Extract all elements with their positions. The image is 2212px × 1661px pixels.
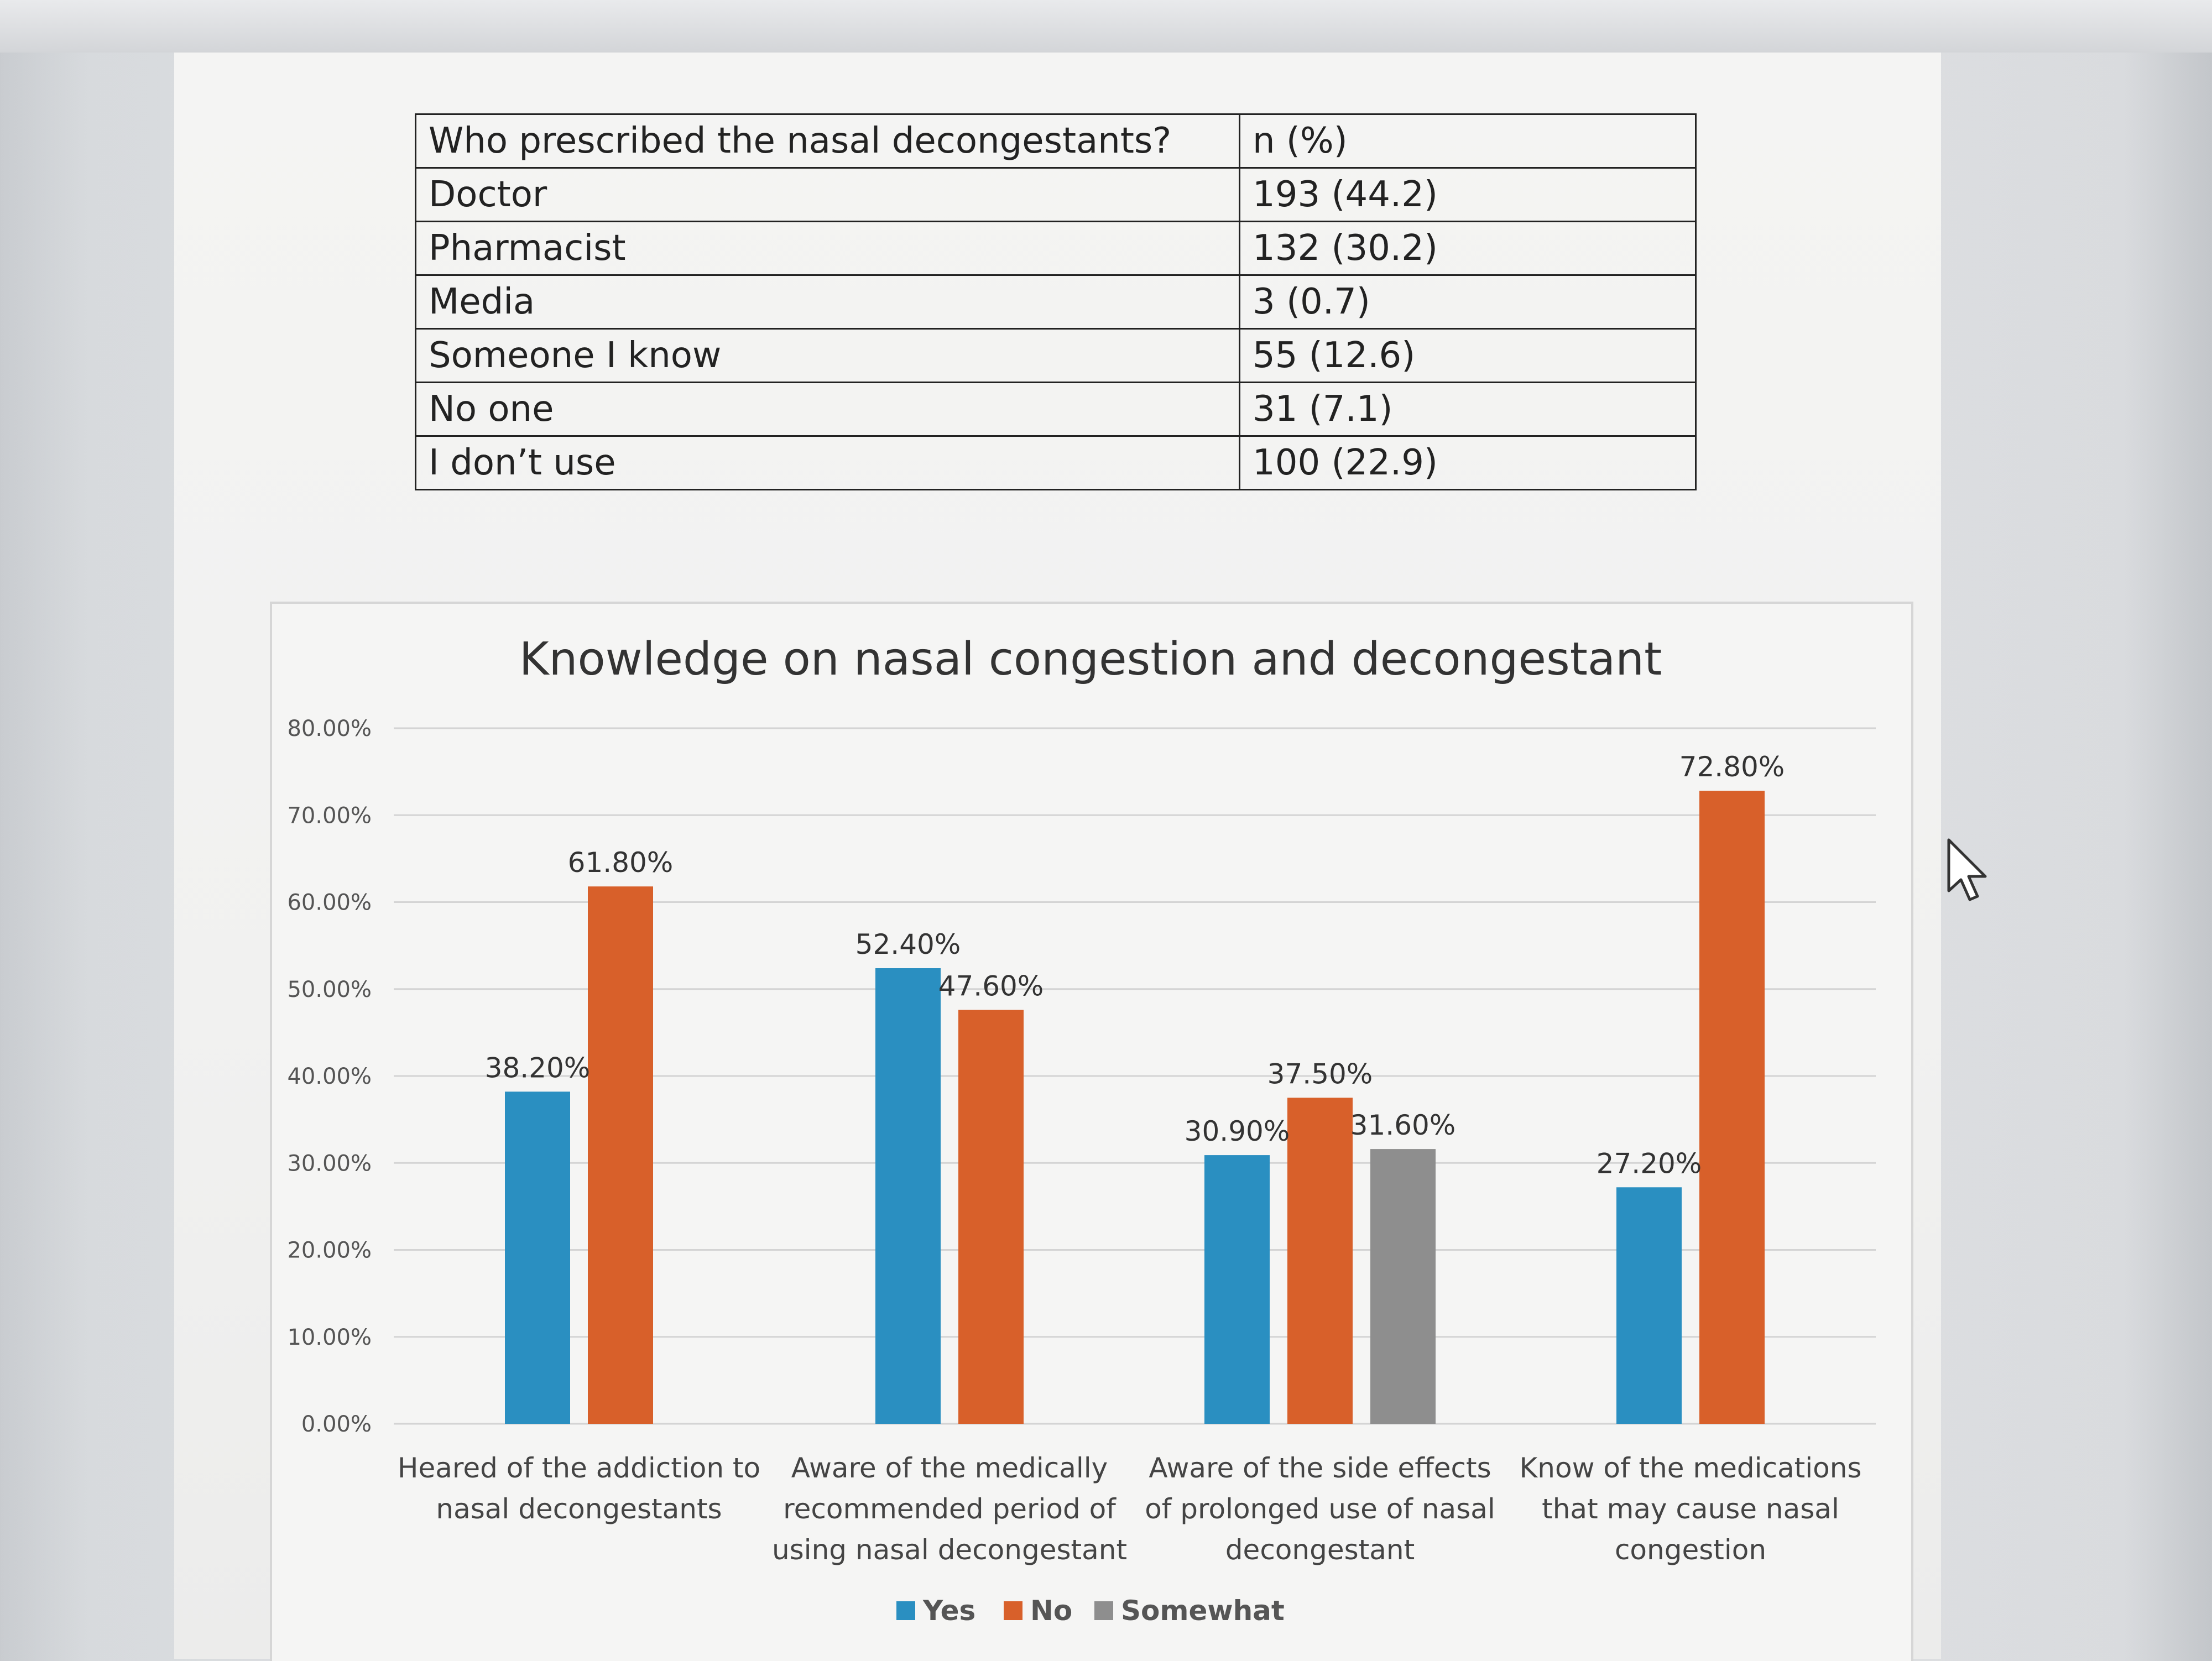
table-row: I don’t use 100 (22.9) [415,435,1697,490]
table-row: Someone I know 55 (12.6) [415,328,1697,383]
table-cell-source: I don’t use [415,435,1240,490]
table-cell-count: 193 (44.2) [1239,167,1697,222]
mouse-cursor-icon [1947,838,1987,901]
table-header-row: Who prescribed the nasal decongestants? … [415,113,1697,169]
data-label: 31.60% [1350,1109,1456,1141]
bar-somewhat [1370,1149,1436,1424]
legend-label: No [1030,1595,1072,1627]
table-row: Media 3 (0.7) [415,274,1697,330]
bar-no [588,886,653,1424]
legend-label: Somewhat [1121,1595,1285,1627]
bar-yes [875,968,941,1424]
bar-chart: Knowledge on nasal congestion and decong… [287,633,1876,1627]
bar-yes [1616,1187,1682,1424]
x-category-label: Know of the medications that may cause na… [1520,1452,1862,1566]
y-tick-label: 0.00% [301,1412,372,1437]
bar-no [1699,791,1765,1424]
chart-title: Knowledge on nasal congestion and decong… [519,633,1662,686]
bar-no [1287,1098,1353,1424]
table-cell-count: 31 (7.1) [1239,382,1697,437]
bar-yes [1204,1155,1270,1424]
data-label: 47.60% [938,970,1044,1002]
data-label: 30.90% [1185,1115,1290,1147]
bar-yes [505,1091,570,1424]
legend-swatch-yes [896,1601,915,1620]
table-cell-count: 100 (22.9) [1239,435,1697,490]
bar-no [958,1010,1024,1424]
prescriber-table: Who prescribed the nasal decongestants? … [415,113,1697,490]
data-label: 72.80% [1679,751,1785,783]
table-cell-count: 55 (12.6) [1239,328,1697,383]
table-cell-source: Pharmacist [415,221,1240,276]
table-row: Pharmacist 132 (30.2) [415,221,1697,276]
x-category-label: Aware of the side effects of prolonged us… [1145,1452,1495,1566]
data-label: 27.20% [1597,1147,1702,1179]
x-category-label: Aware of the medically recommended period… [772,1452,1127,1566]
y-tick-label: 40.00% [287,1064,372,1089]
data-label: 61.80% [568,847,674,879]
table-row: No one 31 (7.1) [415,382,1697,437]
legend-label: Yes [922,1595,975,1627]
legend-swatch-somewhat [1094,1601,1113,1620]
table-row: Doctor 193 (44.2) [415,167,1697,222]
y-tick-label: 60.00% [287,890,372,916]
table-cell-source: No one [415,382,1240,437]
screen-top-strip [0,0,2212,53]
table-cell-source: Someone I know [415,328,1240,383]
y-tick-label: 30.00% [287,1151,372,1176]
x-category-label: Heared of the addiction to nasal deconges… [398,1452,760,1525]
table-header-cell: n (%) [1239,113,1697,169]
table-header-cell: Who prescribed the nasal decongestants? [415,113,1240,169]
y-tick-label: 80.00% [287,716,372,741]
y-tick-label: 10.00% [287,1325,372,1350]
table-cell-count: 132 (30.2) [1239,221,1697,276]
table-cell-source: Media [415,274,1240,330]
legend-swatch-no [1004,1601,1022,1620]
y-tick-label: 70.00% [287,803,372,828]
data-label: 52.40% [855,928,961,960]
data-label: 38.20% [485,1052,591,1084]
y-tick-label: 50.00% [287,977,372,1002]
table-cell-count: 3 (0.7) [1239,274,1697,330]
chart-area: Knowledge on nasal congestion and decong… [270,602,1913,1661]
y-tick-label: 20.00% [287,1238,372,1263]
data-label: 37.50% [1267,1058,1373,1090]
table-cell-source: Doctor [415,167,1240,222]
